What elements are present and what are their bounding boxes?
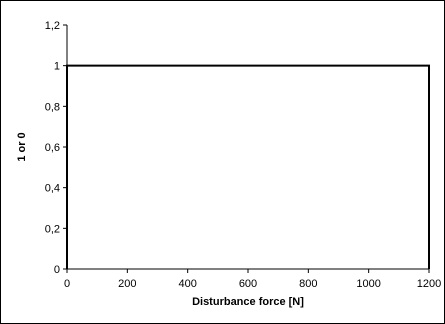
y-tick-label: 1,2	[45, 20, 60, 32]
x-axis-title: Disturbance force [N]	[192, 296, 304, 308]
x-tick-label: 200	[118, 278, 136, 290]
x-tick-label: 800	[299, 278, 317, 290]
x-tick-label: 1000	[356, 278, 380, 290]
x-tick-label: 1200	[417, 278, 441, 290]
plot-area: 0 0,2 0,4 0,6 0,8 1 1,2 0 200 400 600 800 1000 1200	[45, 20, 442, 290]
x-tick-label: 0	[64, 278, 70, 290]
y-tick-label: 0,6	[45, 142, 60, 154]
series-line	[66, 64, 430, 269]
y-tick-label: 0,8	[45, 101, 60, 113]
y-axis-title: 1 or 0	[16, 132, 28, 161]
y-tick-label: 0,2	[45, 223, 60, 235]
x-tick-label: 400	[178, 278, 196, 290]
y-tick-label: 0	[54, 264, 60, 276]
x-tick-label: 600	[239, 278, 257, 290]
y-tick-label: 1	[54, 61, 60, 73]
y-tick-label: 0,4	[45, 183, 60, 195]
